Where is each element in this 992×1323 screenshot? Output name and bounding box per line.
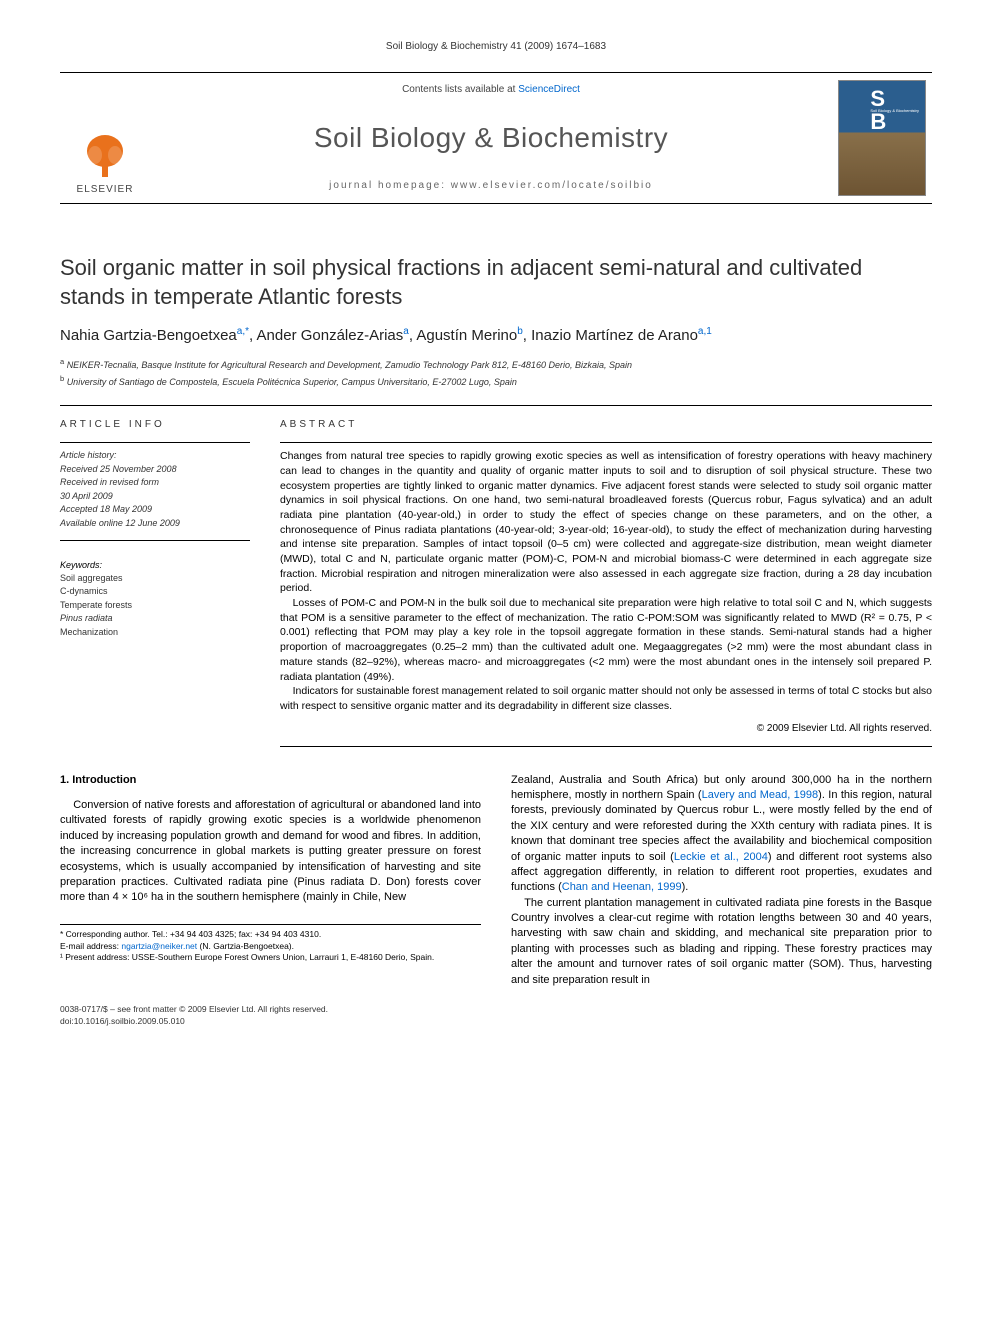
affiliation-list: a NEIKER-Tecnalia, Basque Institute for … <box>60 356 932 389</box>
journal-title: Soil Biology & Biochemistry <box>314 118 668 157</box>
author: Nahia Gartzia-Bengoetxeaa,* <box>60 327 249 344</box>
history-line: Received 25 November 2008 <box>60 463 250 477</box>
running-head: Soil Biology & Biochemistry 41 (2009) 16… <box>60 40 932 54</box>
keyword: Temperate forests <box>60 599 250 613</box>
article-history: Article history: Received 25 November 20… <box>60 449 250 530</box>
body-column-right: Zealand, Australia and South Africa) but… <box>511 773 932 988</box>
article-info-heading: ARTICLE INFO <box>60 418 250 432</box>
author: Inazio Martínez de Aranoa,1 <box>531 327 712 344</box>
affiliation: a NEIKER-Tecnalia, Basque Institute for … <box>60 356 932 373</box>
divider <box>60 442 250 443</box>
citation-link[interactable]: Leckie et al., 2004 <box>674 851 768 863</box>
contents-available: Contents lists available at ScienceDirec… <box>402 83 580 97</box>
divider <box>60 405 932 406</box>
citation-link[interactable]: Lavery and Mead, 1998 <box>702 789 819 801</box>
doi-line: doi:10.1016/j.soilbio.2009.05.010 <box>60 1016 328 1028</box>
front-matter-line: 0038-0717/$ – see front matter © 2009 El… <box>60 1004 328 1016</box>
body-para: Conversion of native forests and affores… <box>60 798 481 906</box>
abstract-heading: ABSTRACT <box>280 418 932 432</box>
copyright-line: © 2009 Elsevier Ltd. All rights reserved… <box>280 722 932 736</box>
elsevier-tree-icon <box>82 131 128 179</box>
article-body: 1. Introduction Conversion of native for… <box>60 773 932 988</box>
present-address-footnote: ¹ Present address: USSE-Southern Europe … <box>60 952 481 964</box>
keyword: C-dynamics <box>60 585 250 599</box>
history-line: Available online 12 June 2009 <box>60 517 250 531</box>
footnotes: * Corresponding author. Tel.: +34 94 403… <box>60 924 481 965</box>
journal-masthead: ELSEVIER Contents lists available at Sci… <box>60 72 932 204</box>
author: Agustín Merinob <box>416 327 522 344</box>
body-column-left: 1. Introduction Conversion of native for… <box>60 773 481 988</box>
publisher-name: ELSEVIER <box>77 183 134 197</box>
journal-cover: SSoil Biology & BiochemistryB <box>832 73 932 203</box>
abstract-column: ABSTRACT Changes from natural tree speci… <box>280 418 932 746</box>
keyword: Mechanization <box>60 626 250 640</box>
keyword: Pinus radiata <box>60 612 250 626</box>
article-title: Soil organic matter in soil physical fra… <box>60 254 932 311</box>
section-heading-intro: 1. Introduction <box>60 773 481 788</box>
corresponding-footnote: * Corresponding author. Tel.: +34 94 403… <box>60 929 481 941</box>
abstract-para: Changes from natural tree species to rap… <box>280 449 932 596</box>
homepage-prefix: journal homepage: <box>329 180 451 191</box>
author-list: Nahia Gartzia-Bengoetxeaa,*, Ander Gonzá… <box>60 325 932 346</box>
homepage-url[interactable]: www.elsevier.com/locate/soilbio <box>451 180 653 191</box>
publisher-logo: ELSEVIER <box>60 73 150 203</box>
sciencedirect-link[interactable]: ScienceDirect <box>518 84 580 95</box>
keyword: Soil aggregates <box>60 572 250 586</box>
abstract-para: Losses of POM-C and POM-N in the bulk so… <box>280 596 932 684</box>
history-line: Accepted 18 May 2009 <box>60 503 250 517</box>
contents-prefix: Contents lists available at <box>402 84 518 95</box>
history-line: 30 April 2009 <box>60 490 250 504</box>
affiliation: b University of Santiago de Compostela, … <box>60 373 932 390</box>
abstract-body: Changes from natural tree species to rap… <box>280 449 932 713</box>
keywords-label: Keywords: <box>60 559 250 572</box>
history-line: Received in revised form <box>60 476 250 490</box>
cover-abbrev: SSoil Biology & BiochemistryB <box>870 89 919 132</box>
journal-homepage: journal homepage: www.elsevier.com/locat… <box>329 179 653 193</box>
article-info-column: ARTICLE INFO Article history: Received 2… <box>60 418 250 746</box>
citation-link[interactable]: Chan and Heenan, 1999 <box>562 881 682 893</box>
author-email-link[interactable]: ngartzia@neiker.net <box>121 941 197 951</box>
author: Ander González-Ariasa <box>257 327 409 344</box>
divider <box>280 442 932 443</box>
keyword-list: Soil aggregates C-dynamics Temperate for… <box>60 572 250 640</box>
body-para: The current plantation management in cul… <box>511 896 932 988</box>
divider <box>280 746 932 747</box>
page-footer: 0038-0717/$ – see front matter © 2009 El… <box>60 1004 932 1028</box>
abstract-para: Indicators for sustainable forest manage… <box>280 684 932 713</box>
email-tail: (N. Gartzia-Bengoetxea). <box>197 941 294 951</box>
history-label: Article history: <box>60 449 250 463</box>
email-label: E-mail address: <box>60 941 121 951</box>
divider <box>60 540 250 541</box>
email-footnote: E-mail address: ngartzia@neiker.net (N. … <box>60 941 481 953</box>
body-para: Zealand, Australia and South Africa) but… <box>511 773 932 896</box>
